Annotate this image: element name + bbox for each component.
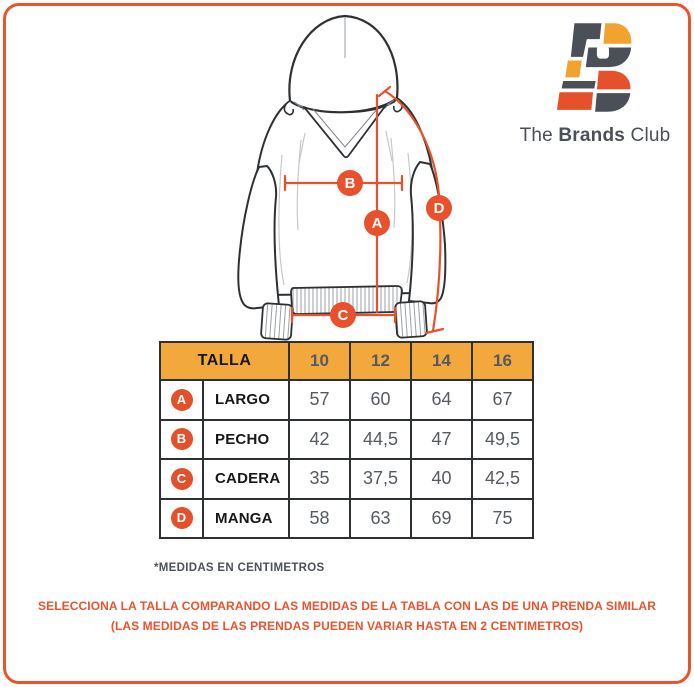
measurement-label-cell: CADERA [202, 458, 290, 500]
size-table-row: A LARGO 57 60 64 67 [159, 379, 534, 421]
badge-B-circle [337, 170, 363, 196]
size-column-header: 16 [471, 341, 534, 381]
size-column-header: 14 [410, 341, 473, 381]
badge-A-circle [364, 210, 390, 236]
size-table-header-talla: TALLA [159, 341, 290, 381]
logo-counter-notch [596, 45, 609, 59]
measurement-label-cell: LARGO [202, 379, 290, 421]
size-table-header-row: TALLA 10 12 14 16 [159, 341, 534, 381]
measure-badges: B A C D [330, 170, 452, 328]
left-sleeve [237, 165, 280, 310]
brand-logo: The Brands Club [500, 18, 690, 147]
badge-C-circle [330, 302, 356, 328]
selection-note-line1: SELECCIONA LA TALLA COMPARANDO LAS MEDID… [38, 599, 656, 613]
row-letter-badge: D [170, 507, 193, 530]
measurement-value-cell: 63 [349, 497, 412, 539]
size-table-row: C CADERA 35 37,5 40 42,5 [159, 458, 534, 500]
logo-tile-yellow-top [601, 21, 634, 46]
units-note: *MEDIDAS EN CENTIMETROS [154, 562, 325, 574]
measurement-value-cell: 40 [410, 458, 473, 500]
logo-tile-yellow-mid [563, 58, 584, 80]
measurement-value-cell: 35 [288, 458, 351, 500]
logo-tile-dark-top [568, 21, 604, 59]
size-table: TALLA 10 12 14 16 A LARGO 57 60 64 67 B PECHO 42 44,… [159, 341, 534, 539]
selection-note-line2: (LAS MEDIDAS DE LAS PRENDAS PUEDEN VARIA… [110, 619, 584, 633]
measurement-value-cell: 60 [349, 379, 412, 421]
row-letter-cell: D [159, 497, 204, 539]
logo-tile-orange-bottom [554, 90, 595, 112]
measurement-value-cell: 47 [410, 418, 473, 460]
row-letter-cell: C [159, 458, 204, 500]
measurement-value-cell: 58 [288, 497, 351, 539]
measurement-value-cell: 42 [288, 418, 351, 460]
logo-tile-dark-bottom [593, 91, 633, 114]
measurement-value-cell: 69 [410, 497, 473, 539]
size-table-body: A LARGO 57 60 64 67 B PECHO 42 44,5 47 49,5 C CADERA 3… [159, 379, 534, 539]
size-column-header: 12 [349, 341, 412, 381]
badge-D-letter: D [434, 200, 445, 217]
measurement-value-cell: 42,5 [471, 458, 534, 500]
brand-logo-mark [554, 21, 634, 114]
size-table-row: B PECHO 42 44,5 47 49,5 [159, 418, 534, 460]
row-letter-badge: C [170, 467, 193, 490]
row-letter-cell: B [159, 418, 204, 460]
right-cuff [394, 300, 428, 339]
row-letter-badge: A [170, 388, 193, 411]
measurement-value-cell: 49,5 [471, 418, 534, 460]
logo-tile-orange-lowerbump [595, 68, 633, 92]
badge-B-letter: B [345, 175, 356, 192]
left-cuff [260, 302, 294, 341]
row-letter-cell: A [159, 379, 204, 421]
measurement-value-cell: 75 [471, 497, 534, 539]
measurement-value-cell: 57 [288, 379, 351, 421]
badge-A-letter: A [372, 215, 383, 232]
measurement-value-cell: 64 [410, 379, 473, 421]
measurement-label-cell: MANGA [202, 497, 290, 539]
brand-name: The Brands Club [500, 125, 690, 147]
measurement-value-cell: 67 [471, 379, 534, 421]
hoodie-diagram: B A C D [237, 14, 452, 341]
brand-word-club: Club [630, 125, 671, 146]
logo-tile-dark-upperbump [583, 45, 634, 69]
hood [283, 14, 403, 159]
brand-word-brands: Brands [558, 125, 626, 146]
measurement-value-cell: 44,5 [349, 418, 412, 460]
measurement-value-cell: 37,5 [349, 458, 412, 500]
row-letter-badge: B [170, 428, 193, 451]
size-column-header: 10 [288, 341, 351, 381]
brand-word-the: The [519, 125, 553, 146]
badge-D-circle [426, 195, 452, 221]
measurement-label-cell: PECHO [202, 418, 290, 460]
logo-tile-dark-mid [559, 79, 598, 91]
badge-C-letter: C [338, 307, 349, 324]
size-table-row: D MANGA 58 63 69 75 [159, 497, 534, 539]
